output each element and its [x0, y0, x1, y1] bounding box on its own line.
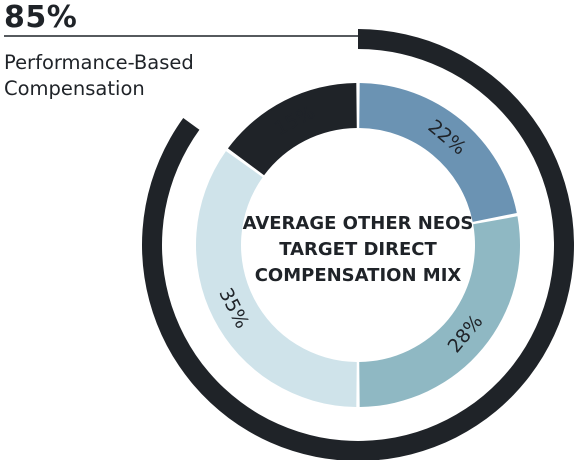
- chart-title-line-1: AVERAGE OTHER NEOS: [243, 213, 474, 234]
- chart-title: AVERAGE OTHER NEOS TARGET DIRECT COMPENS…: [243, 213, 474, 286]
- donut-slice-15: [227, 83, 357, 176]
- donut-slice-22: [359, 83, 517, 222]
- performance-caption-line-2: Compensation: [4, 77, 145, 100]
- performance-percent: 85%: [4, 0, 78, 35]
- donut-slices: [196, 83, 520, 407]
- performance-caption: Performance-Based Compensation: [4, 50, 244, 102]
- donut-slice-35: [196, 151, 357, 407]
- donut-slice-28: [359, 216, 520, 407]
- chart-title-line-2: TARGET DIRECT: [279, 239, 437, 260]
- chart-title-line-3: COMPENSATION MIX: [255, 265, 462, 286]
- performance-caption-line-1: Performance-Based: [4, 51, 194, 74]
